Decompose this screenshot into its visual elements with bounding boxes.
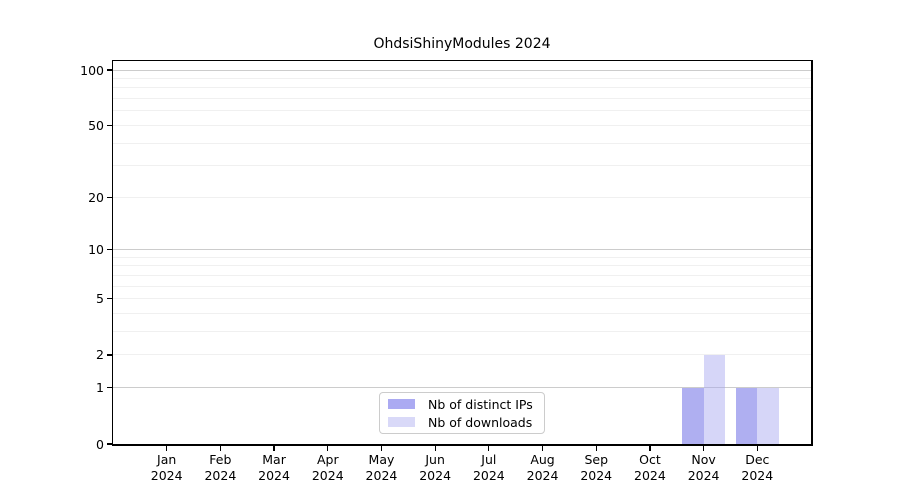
x-tick-mark — [541, 445, 544, 451]
legend: Nb of distinct IPs Nb of downloads — [379, 392, 545, 434]
y-tick-label: 20 — [88, 189, 104, 205]
x-tick-year-label: 2024 — [419, 468, 452, 483]
y-tick-label: 1 — [96, 380, 104, 396]
minor-gridline — [113, 142, 811, 144]
bar-downloads — [703, 354, 726, 444]
y-tick-label: 2 — [96, 347, 104, 363]
x-tick-mark — [327, 445, 329, 451]
y-tick-mark — [106, 354, 112, 356]
x-tick-label: Sep 2024 — [561, 452, 631, 484]
x-tick-year-label: 2024 — [258, 468, 290, 483]
legend-item-distinct-ips: Nb of distinct IPs — [380, 397, 544, 412]
minor-gridline — [113, 196, 811, 198]
plot-area — [113, 61, 811, 444]
x-tick-year-label: 2024 — [687, 468, 720, 483]
x-tick-year-label: 2024 — [472, 468, 505, 483]
spine-left — [111, 59, 113, 446]
spine-top — [111, 59, 813, 61]
major-gridline — [113, 387, 811, 389]
x-tick-mark — [488, 445, 490, 451]
x-tick-label: May 2024 — [346, 452, 416, 484]
y-tick-mark — [106, 196, 112, 198]
minor-gridline — [113, 98, 811, 100]
minor-gridline — [113, 265, 811, 267]
minor-gridline — [113, 165, 811, 167]
x-tick-label: Mar 2024 — [239, 452, 309, 484]
minor-gridline — [113, 78, 811, 80]
spine-right — [811, 59, 813, 446]
x-tick-year-label: 2024 — [526, 468, 559, 483]
x-tick-label: Jun 2024 — [400, 452, 470, 484]
minor-gridline — [113, 313, 811, 315]
y-tick-label: 100 — [80, 62, 104, 78]
chart-title: OhdsiShinyModules 2024 — [373, 36, 551, 52]
x-tick-year-label: 2024 — [741, 468, 774, 483]
x-tick-mark — [649, 445, 651, 451]
x-tick-label: Jul 2024 — [454, 452, 524, 484]
minor-gridline — [113, 110, 811, 112]
legend-item-downloads: Nb of downloads — [380, 415, 544, 430]
y-tick-label: 5 — [96, 291, 104, 307]
major-gridline — [113, 249, 811, 251]
x-tick-label: Aug 2024 — [508, 452, 578, 484]
y-tick-mark — [106, 443, 112, 445]
minor-gridline — [113, 298, 811, 300]
y-tick-mark — [106, 298, 112, 300]
minor-gridline — [113, 124, 811, 126]
y-tick-label: 50 — [88, 117, 104, 133]
x-tick-mark — [434, 445, 436, 451]
spine-bottom — [111, 444, 813, 446]
bar-distinct-ips — [682, 387, 704, 444]
x-tick-year-label: 2024 — [580, 468, 613, 483]
bar-downloads — [757, 387, 779, 444]
minor-gridline — [113, 354, 811, 356]
y-tick-mark — [106, 387, 112, 389]
x-tick-label: Dec 2024 — [722, 452, 792, 484]
x-tick-year-label: 2024 — [204, 468, 237, 483]
x-tick-mark — [595, 445, 597, 451]
y-tick-mark — [106, 249, 112, 251]
legend-label-distinct-ips: Nb of distinct IPs — [428, 396, 533, 412]
y-tick-label: 0 — [96, 436, 104, 452]
x-tick-year-label: 2024 — [150, 468, 183, 483]
minor-gridline — [113, 256, 811, 258]
x-tick-mark — [166, 445, 168, 451]
y-tick-mark — [106, 124, 112, 127]
x-tick-label: Jan 2024 — [132, 452, 202, 484]
minor-gridline — [113, 331, 811, 333]
x-tick-year-label: 2024 — [634, 468, 666, 483]
minor-gridline — [113, 275, 811, 277]
y-tick-mark — [106, 69, 112, 71]
minor-gridline — [113, 285, 811, 287]
minor-gridline — [113, 87, 811, 89]
x-tick-label: Apr 2024 — [293, 452, 363, 484]
legend-swatch-distinct-ips — [388, 399, 415, 409]
x-tick-mark — [273, 445, 275, 451]
y-tick-label: 10 — [88, 242, 104, 258]
x-tick-mark — [380, 445, 383, 451]
x-tick-year-label: 2024 — [311, 468, 344, 483]
x-tick-mark — [703, 445, 705, 451]
x-tick-year-label: 2024 — [365, 468, 398, 483]
legend-label-downloads: Nb of downloads — [428, 414, 533, 430]
x-tick-mark — [219, 445, 221, 451]
bar-distinct-ips — [735, 387, 758, 444]
x-tick-label: Nov 2024 — [669, 452, 739, 484]
x-tick-label: Oct 2024 — [615, 452, 685, 484]
x-tick-label: Feb 2024 — [185, 452, 255, 484]
x-tick-mark — [756, 445, 758, 451]
major-gridline — [113, 69, 811, 71]
legend-swatch-downloads — [388, 417, 415, 427]
